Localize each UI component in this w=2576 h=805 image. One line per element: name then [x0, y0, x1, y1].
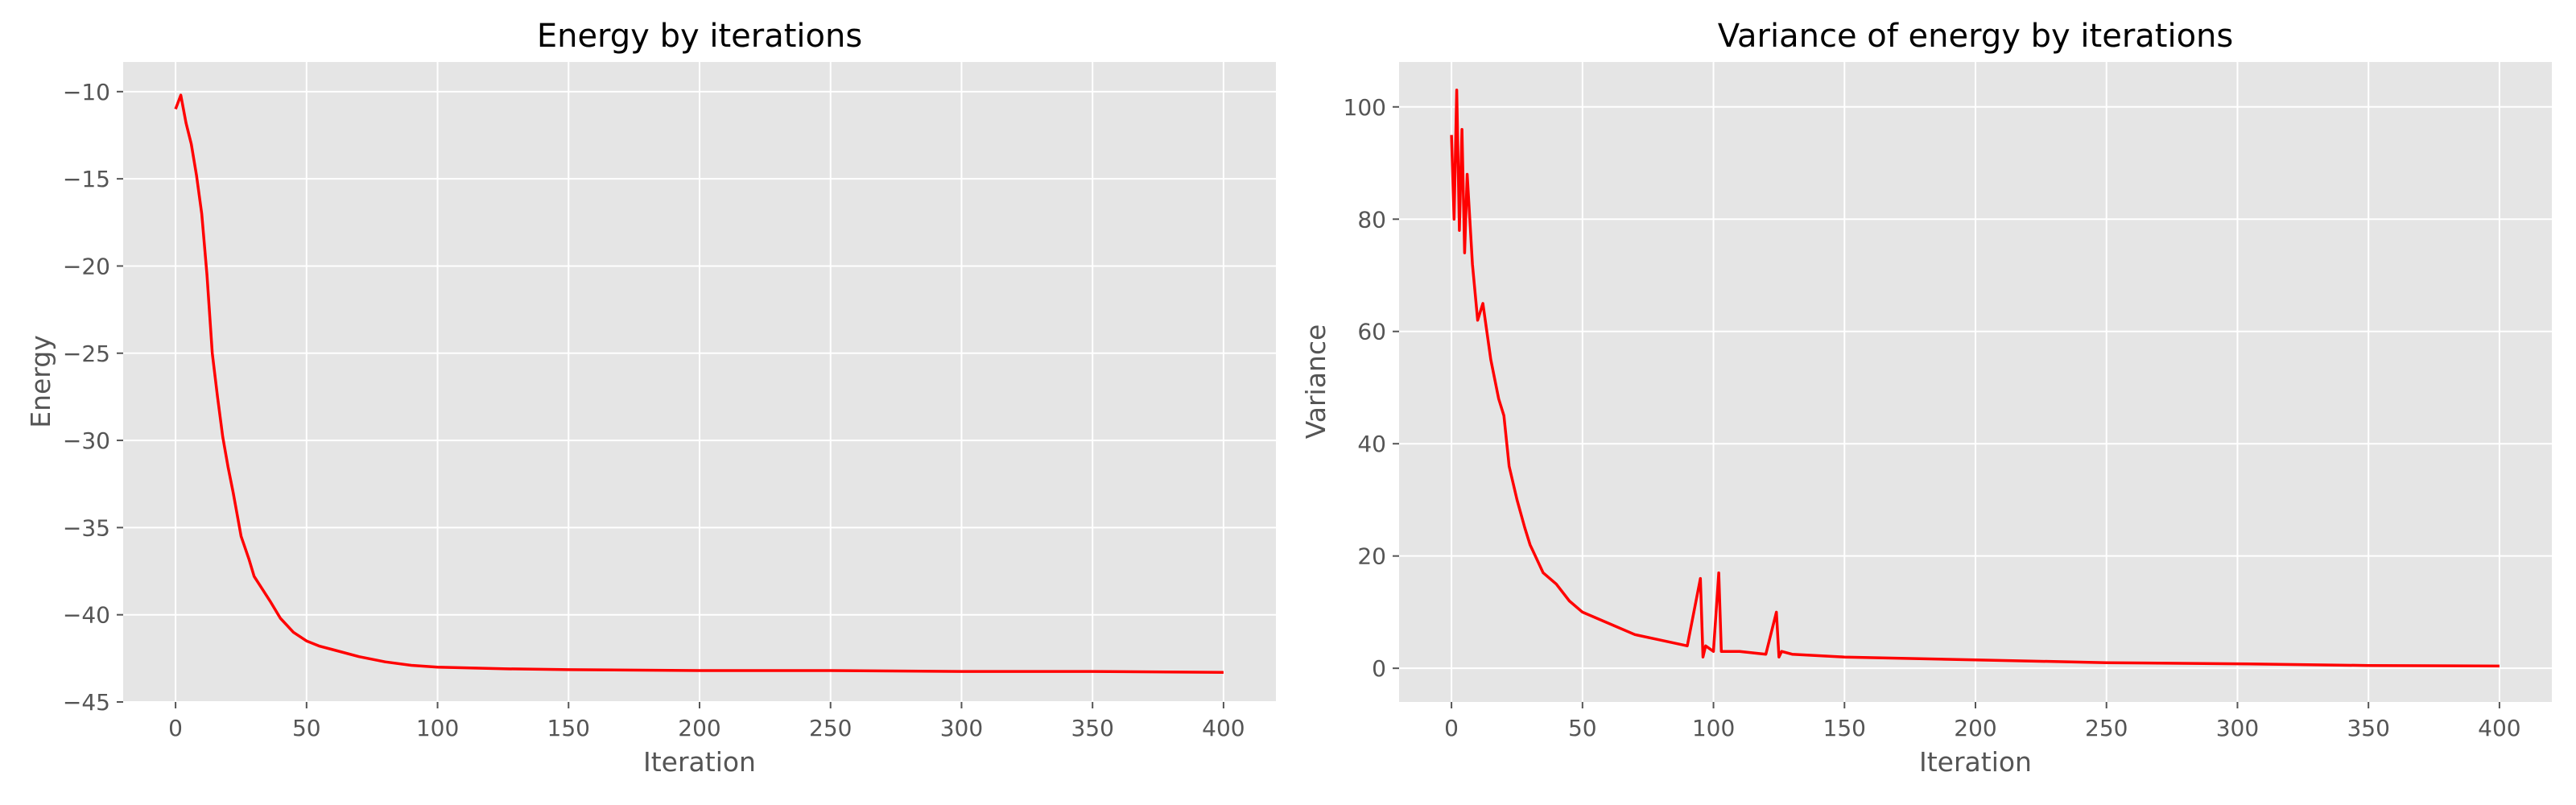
variance-chart-y-axis-label: Variance — [1300, 324, 1331, 440]
energy-chart-y-tick-label: −20 — [63, 253, 110, 279]
energy-chart-series-line — [174, 93, 1224, 674]
energy-chart-x-tick-label: 100 — [416, 715, 459, 741]
variance-chart-x-tick-label: 50 — [1568, 715, 1597, 741]
energy-chart-x-tick-label: 350 — [1071, 715, 1113, 741]
variance-chart-x-tick-label: 200 — [1954, 715, 1996, 741]
energy-chart-y-tick-label: −25 — [63, 341, 110, 367]
energy-chart-series — [174, 93, 1224, 674]
energy-chart-y-axis-label: Energy — [25, 335, 56, 428]
variance-chart-y-ticks: 0 20 40 60 80 100 — [1344, 94, 1399, 682]
energy-chart-x-tick-label: 0 — [168, 715, 183, 741]
variance-chart-x-axis-label: Iteration — [1919, 746, 2032, 778]
energy-chart: 0 50 100 150 200 250 300 350 400 −45 −40 −35 −30 −25… — [25, 18, 1276, 778]
energy-chart-x-axis-label: Iteration — [643, 746, 756, 778]
energy-chart-title: Energy by iterations — [537, 18, 862, 55]
variance-chart-x-tick-label: 150 — [1823, 715, 1866, 741]
variance-chart-y-tick-label: 100 — [1344, 94, 1386, 121]
energy-chart-x-tick-label: 200 — [678, 715, 720, 741]
energy-chart-x-tick-label: 400 — [1202, 715, 1245, 741]
energy-chart-x-ticks: 0 50 100 150 200 250 300 350 400 — [168, 702, 1245, 741]
energy-chart-y-ticks: −45 −40 −35 −30 −25 −20 −15 −10 — [63, 79, 123, 716]
variance-chart-x-tick-label: 100 — [1692, 715, 1735, 741]
energy-chart-y-tick-label: −40 — [63, 602, 110, 629]
variance-chart-y-tick-label: 80 — [1357, 206, 1386, 233]
variance-chart-series-line — [1450, 89, 2500, 668]
energy-chart-y-tick-label: −45 — [63, 689, 110, 716]
variance-chart-y-tick-label: 60 — [1357, 319, 1386, 345]
energy-chart-x-tick-label: 50 — [292, 715, 321, 741]
variance-chart-y-tick-label: 0 — [1372, 655, 1386, 682]
variance-chart-title: Variance of energy by iterations — [1718, 18, 2233, 55]
variance-chart-x-tick-label: 300 — [2216, 715, 2259, 741]
variance-chart-series — [1450, 89, 2500, 668]
variance-chart-y-tick-label: 20 — [1357, 543, 1386, 570]
variance-chart-x-tick-label: 0 — [1444, 715, 1459, 741]
energy-chart-y-tick-label: −35 — [63, 514, 110, 541]
energy-chart-y-tick-label: −15 — [63, 166, 110, 192]
energy-chart-y-tick-label: −30 — [63, 427, 110, 454]
energy-chart-x-tick-label: 300 — [940, 715, 983, 741]
variance-chart: 0 50 100 150 200 250 300 350 400 0 20 40 60 80 100 Va… — [1300, 18, 2552, 778]
variance-chart-x-ticks: 0 50 100 150 200 250 300 350 400 — [1444, 702, 2521, 741]
variance-chart-x-tick-label: 350 — [2347, 715, 2389, 741]
variance-chart-x-tick-label: 250 — [2085, 715, 2128, 741]
variance-chart-x-tick-label: 400 — [2478, 715, 2520, 741]
variance-chart-y-tick-label: 40 — [1357, 431, 1386, 457]
energy-chart-y-tick-label: −10 — [63, 79, 110, 105]
energy-chart-x-tick-label: 250 — [809, 715, 852, 741]
energy-chart-x-tick-label: 150 — [547, 715, 590, 741]
